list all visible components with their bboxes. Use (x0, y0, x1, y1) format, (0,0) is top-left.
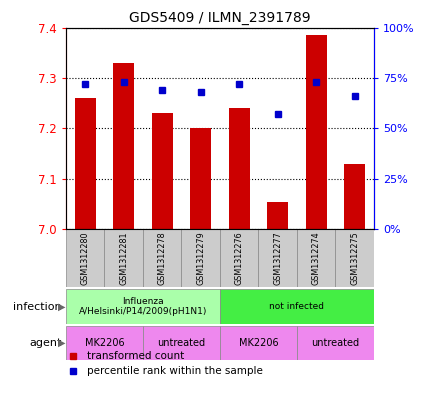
Text: GSM1312279: GSM1312279 (196, 231, 205, 285)
Text: GSM1312275: GSM1312275 (350, 231, 359, 285)
Bar (74, 98, 96, 229)
Text: GSM1312276: GSM1312276 (235, 231, 244, 285)
Text: transformed count: transformed count (87, 351, 184, 361)
Bar (66, 289, 220, 324)
Bar (105, 229, 143, 287)
Bar (220, 326, 297, 360)
Bar (66, 326, 143, 360)
Text: GSM1312277: GSM1312277 (273, 231, 282, 285)
Text: GSM1312274: GSM1312274 (312, 231, 321, 285)
Bar (113, 63, 134, 229)
Text: agent: agent (29, 338, 62, 348)
Text: ▶: ▶ (57, 301, 65, 312)
Text: untreated: untreated (312, 338, 360, 348)
Bar (220, 289, 374, 324)
Bar (344, 164, 366, 229)
Bar (258, 229, 297, 287)
Text: MK2206: MK2206 (239, 338, 278, 348)
Text: infection: infection (13, 301, 62, 312)
Bar (306, 35, 327, 229)
Text: GSM1312281: GSM1312281 (119, 231, 128, 285)
Bar (181, 229, 220, 287)
Text: percentile rank within the sample: percentile rank within the sample (87, 366, 263, 376)
Bar (152, 113, 173, 229)
Bar (220, 229, 258, 287)
Bar (297, 326, 374, 360)
Bar (143, 229, 181, 287)
Bar (335, 229, 374, 287)
Bar (190, 129, 211, 229)
Bar (229, 108, 250, 229)
Bar (267, 202, 288, 229)
Bar (297, 229, 335, 287)
Text: not infected: not infected (269, 302, 324, 311)
Text: Influenza
A/Helsinki/P14/2009(pH1N1): Influenza A/Helsinki/P14/2009(pH1N1) (79, 297, 207, 316)
Text: ▶: ▶ (57, 338, 65, 348)
Title: GDS5409 / ILMN_2391789: GDS5409 / ILMN_2391789 (129, 11, 311, 25)
Bar (66, 229, 105, 287)
Bar (143, 326, 220, 360)
Text: GSM1312278: GSM1312278 (158, 231, 167, 285)
Text: untreated: untreated (157, 338, 205, 348)
Text: GSM1312280: GSM1312280 (81, 231, 90, 285)
Text: MK2206: MK2206 (85, 338, 124, 348)
